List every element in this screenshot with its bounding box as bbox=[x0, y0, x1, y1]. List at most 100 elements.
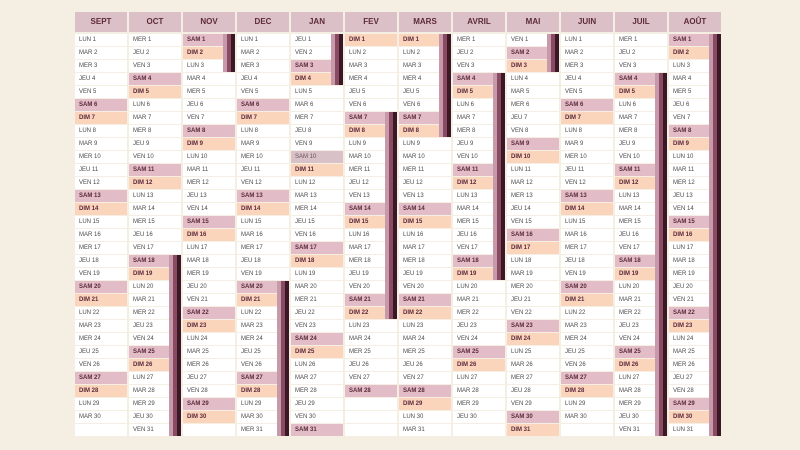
day-cell: MER 22 bbox=[615, 307, 667, 319]
day-cell: LUN 31 bbox=[669, 424, 721, 436]
day-cell: VEN 26 bbox=[75, 359, 127, 371]
day-cell: MAR 9 bbox=[237, 138, 289, 150]
day-cell: MAR 24 bbox=[399, 333, 451, 345]
day-cell: MER 24 bbox=[237, 333, 289, 345]
day-cell: MAR 21 bbox=[129, 294, 181, 306]
day-cell: LUN 27 bbox=[129, 372, 181, 384]
day-cell: MER 12 bbox=[183, 177, 235, 189]
day-cell: JEU 16 bbox=[453, 229, 505, 241]
day-cell: VEN 21 bbox=[183, 294, 235, 306]
day-cell: SAM 29 bbox=[669, 398, 721, 410]
day-cell: VEN 24 bbox=[453, 333, 505, 345]
day-cell: MER 26 bbox=[183, 359, 235, 371]
day-cell: DIM 8 bbox=[345, 125, 397, 137]
month-header: MARS bbox=[399, 12, 451, 32]
day-cell: MER 11 bbox=[345, 164, 397, 176]
day-cell: DIM 31 bbox=[507, 424, 559, 436]
day-cell: SAM 24 bbox=[291, 333, 343, 345]
day-cell: LUN 27 bbox=[615, 372, 667, 384]
day-cell: MAR 10 bbox=[345, 151, 397, 163]
day-cell: MER 14 bbox=[291, 203, 343, 215]
day-cell: SAM 20 bbox=[237, 281, 289, 293]
day-cell: VEN 19 bbox=[237, 268, 289, 280]
day-cell: VEN 10 bbox=[615, 151, 667, 163]
empty-cell bbox=[75, 424, 127, 436]
holiday-period-bar bbox=[339, 34, 343, 85]
day-cell: MAR 25 bbox=[183, 346, 235, 358]
day-cell: MER 10 bbox=[561, 151, 613, 163]
day-cell: SAM 28 bbox=[345, 385, 397, 397]
day-cell: VEN 31 bbox=[129, 424, 181, 436]
empty-cell bbox=[453, 424, 505, 436]
day-cell: SAM 4 bbox=[129, 73, 181, 85]
day-cell: LUN 15 bbox=[561, 216, 613, 228]
day-cell: MER 1 bbox=[615, 34, 667, 46]
day-cell: SAM 16 bbox=[507, 229, 559, 241]
day-cell: LUN 16 bbox=[399, 229, 451, 241]
day-cell: LUN 8 bbox=[561, 125, 613, 137]
day-cell: LUN 10 bbox=[669, 151, 721, 163]
day-cell: MER 13 bbox=[507, 190, 559, 202]
holiday-period-bar bbox=[393, 112, 397, 319]
holiday-period-bar bbox=[223, 34, 227, 72]
day-cell: VEN 3 bbox=[453, 60, 505, 72]
holiday-period-bar bbox=[713, 34, 717, 436]
day-cell: MER 29 bbox=[129, 398, 181, 410]
day-cell: JEU 9 bbox=[453, 138, 505, 150]
day-cell: MER 7 bbox=[291, 112, 343, 124]
day-cell: JEU 16 bbox=[615, 229, 667, 241]
day-cell: DIM 17 bbox=[507, 242, 559, 254]
day-cell: DIM 2 bbox=[183, 47, 235, 59]
holiday-period-bar bbox=[439, 34, 443, 137]
day-cell: MER 6 bbox=[507, 99, 559, 111]
day-cell: MAR 7 bbox=[453, 112, 505, 124]
day-cell: VEN 5 bbox=[561, 86, 613, 98]
day-cell: DIM 26 bbox=[129, 359, 181, 371]
holiday-period-bar bbox=[385, 112, 389, 319]
day-cell: JEU 12 bbox=[345, 177, 397, 189]
day-cell: DIM 14 bbox=[237, 203, 289, 215]
day-cell: DIM 21 bbox=[561, 294, 613, 306]
day-cell: JEU 26 bbox=[345, 359, 397, 371]
holiday-period-bar bbox=[389, 112, 393, 319]
day-cell: LUN 6 bbox=[453, 99, 505, 111]
day-cell: VEN 5 bbox=[237, 86, 289, 98]
day-cell: DIM 28 bbox=[237, 385, 289, 397]
day-cell: VEN 27 bbox=[345, 372, 397, 384]
day-cell: VEN 28 bbox=[183, 385, 235, 397]
day-cell: SAM 20 bbox=[561, 281, 613, 293]
day-cell: LUN 6 bbox=[129, 99, 181, 111]
day-cell: JEU 5 bbox=[345, 86, 397, 98]
day-cell: DIM 24 bbox=[507, 333, 559, 345]
holiday-period-bar bbox=[501, 73, 505, 280]
day-cell: LUN 22 bbox=[75, 307, 127, 319]
day-cell: VEN 3 bbox=[615, 60, 667, 72]
day-cell: LUN 9 bbox=[399, 138, 451, 150]
holiday-period-bar bbox=[493, 73, 497, 280]
day-cell: JEU 9 bbox=[615, 138, 667, 150]
day-cell: SAM 14 bbox=[399, 203, 451, 215]
day-cell: MER 4 bbox=[399, 73, 451, 85]
day-cell: VEN 27 bbox=[399, 372, 451, 384]
day-cell: VEN 12 bbox=[561, 177, 613, 189]
day-cell: MER 19 bbox=[183, 268, 235, 280]
day-cell: MER 21 bbox=[291, 294, 343, 306]
holiday-period-bar bbox=[497, 73, 501, 280]
day-cell: MER 5 bbox=[669, 86, 721, 98]
day-cell: LUN 23 bbox=[399, 320, 451, 332]
day-cell: DIM 15 bbox=[399, 216, 451, 228]
day-cell: JEU 27 bbox=[669, 372, 721, 384]
day-cell: LUN 24 bbox=[183, 333, 235, 345]
day-cell: JEU 2 bbox=[129, 47, 181, 59]
day-cell: JEU 16 bbox=[129, 229, 181, 241]
day-cell: JEU 20 bbox=[183, 281, 235, 293]
month-header: DEC bbox=[237, 12, 289, 32]
day-cell: DIM 16 bbox=[183, 229, 235, 241]
day-cell: LUN 4 bbox=[507, 73, 559, 85]
day-cell: MAR 18 bbox=[183, 255, 235, 267]
day-cell: DIM 7 bbox=[75, 112, 127, 124]
day-cell: MAR 30 bbox=[237, 411, 289, 423]
day-cell: JEU 25 bbox=[561, 346, 613, 358]
day-cell: JEU 22 bbox=[291, 307, 343, 319]
